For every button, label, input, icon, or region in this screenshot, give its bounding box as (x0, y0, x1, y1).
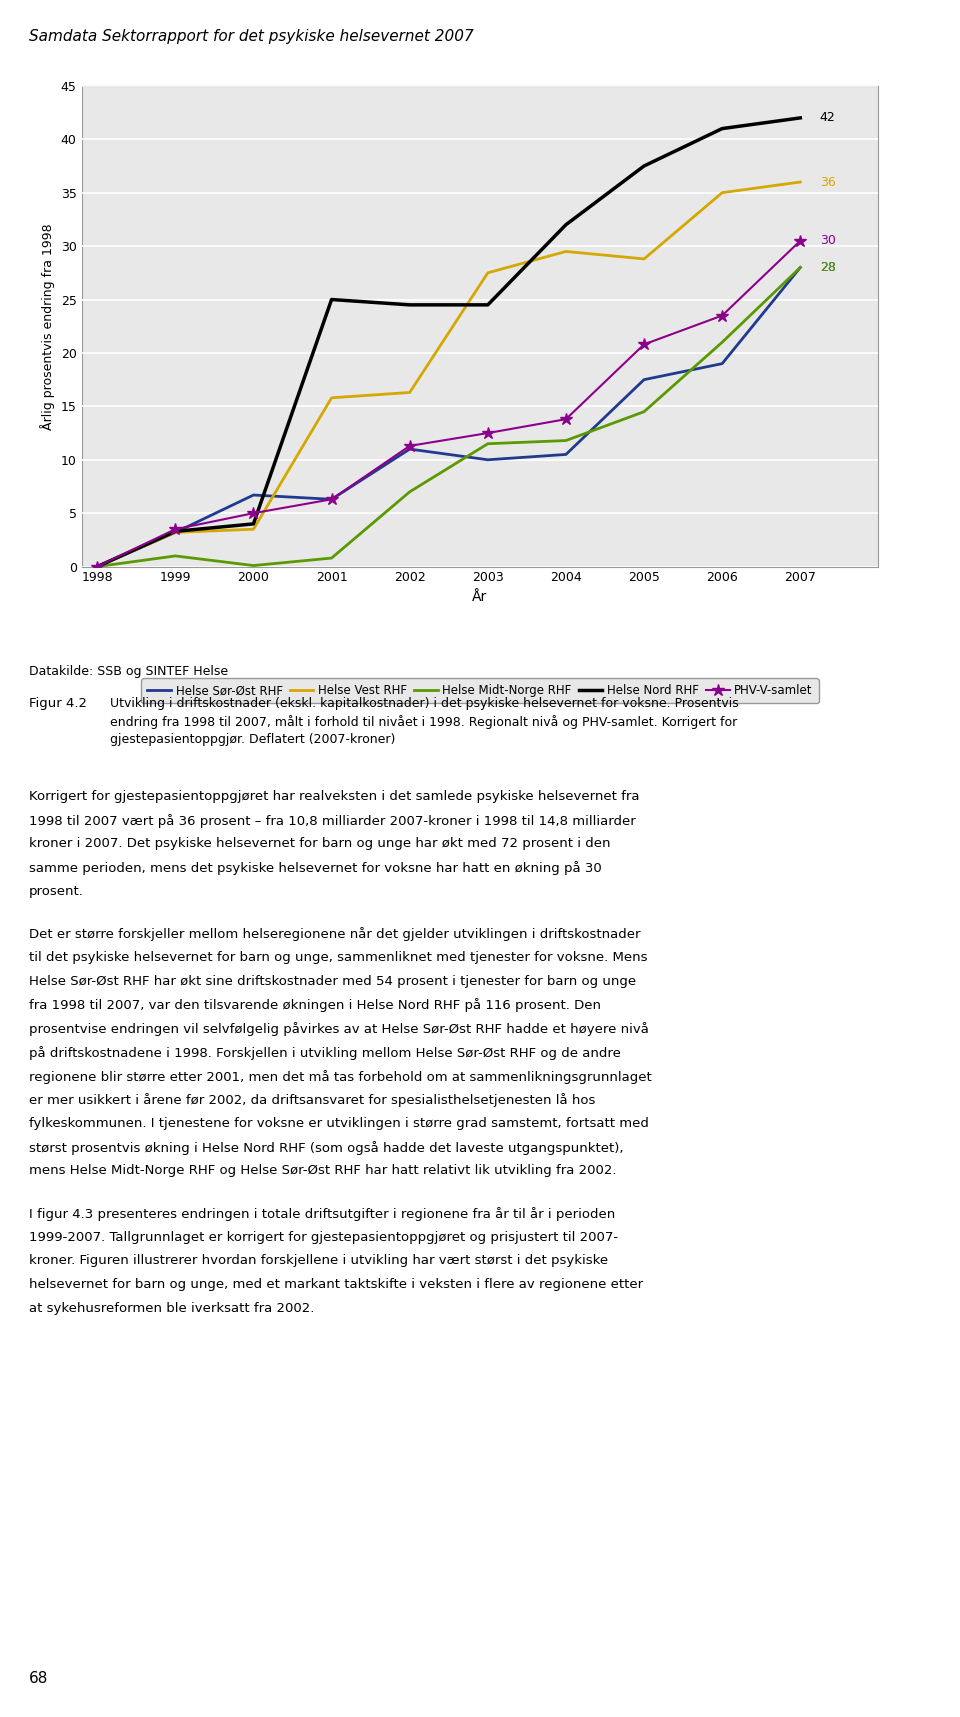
PHV-V-samlet (325, 489, 337, 510)
Text: kroner. Figuren illustrerer hvordan forskjellene i utvikling har vært størst i d: kroner. Figuren illustrerer hvordan fors… (29, 1255, 608, 1267)
Text: 28: 28 (820, 261, 836, 275)
Helse Nord RHF (325, 288, 337, 309)
Text: Datakilde: SSB og SINTEF Helse: Datakilde: SSB og SINTEF Helse (29, 664, 228, 678)
Text: størst prosentvis økning i Helse Nord RHF (som også hadde det laveste utgangspun: størst prosentvis økning i Helse Nord RH… (29, 1140, 623, 1154)
Helse Nord RHF (91, 556, 103, 577)
Text: 36: 36 (820, 175, 835, 189)
PHV-V-samlet (561, 409, 572, 429)
Helse Sør-Øst RHF (404, 440, 416, 460)
Helse Midt-Norge RHF (716, 331, 728, 352)
Helse Vest RHF (638, 249, 650, 270)
PHV-V-samlet (795, 230, 806, 251)
Helse Midt-Norge RHF (170, 546, 181, 567)
Y-axis label: Årlig prosentvis endring fra 1998: Årlig prosentvis endring fra 1998 (40, 223, 56, 429)
Helse Vest RHF (170, 522, 181, 543)
Helse Sør-Øst RHF (325, 489, 337, 510)
Helse Midt-Norge RHF (404, 481, 416, 501)
Text: prosentvise endringen vil selvfølgelig påvirkes av at Helse Sør-Øst RHF hadde et: prosentvise endringen vil selvfølgelig p… (29, 1022, 649, 1035)
Text: til det psykiske helsevernet for barn og unge, sammenliknet med tjenester for vo: til det psykiske helsevernet for barn og… (29, 951, 647, 965)
Helse Midt-Norge RHF (248, 555, 259, 575)
Helse Sør-Øst RHF (795, 258, 806, 278)
Helse Nord RHF (404, 295, 416, 316)
Line: Helse Sør-Øst RHF: Helse Sør-Øst RHF (97, 268, 801, 567)
Line: Helse Nord RHF: Helse Nord RHF (97, 118, 801, 567)
Text: prosent.: prosent. (29, 884, 84, 898)
Line: Helse Midt-Norge RHF: Helse Midt-Norge RHF (97, 268, 801, 567)
Line: PHV-V-samlet: PHV-V-samlet (91, 235, 806, 573)
Text: fylkeskommunen. I tjenestene for voksne er utviklingen i større grad samstemt, f: fylkeskommunen. I tjenestene for voksne … (29, 1118, 649, 1130)
Helse Vest RHF (795, 172, 806, 192)
Helse Midt-Norge RHF (638, 402, 650, 422)
Text: helsevernet for barn og unge, med et markant taktskifte i veksten i flere av reg: helsevernet for barn og unge, med et mar… (29, 1277, 643, 1291)
PHV-V-samlet (482, 422, 493, 443)
Line: Helse Vest RHF: Helse Vest RHF (97, 182, 801, 567)
Helse Midt-Norge RHF (795, 258, 806, 278)
Helse Sør-Øst RHF (248, 484, 259, 505)
Text: Figur 4.2: Figur 4.2 (29, 697, 86, 711)
Helse Nord RHF (170, 520, 181, 541)
Text: 42: 42 (820, 112, 835, 124)
Helse Nord RHF (638, 156, 650, 177)
Text: regionene blir større etter 2001, men det må tas forbehold om at sammenlikningsg: regionene blir større etter 2001, men de… (29, 1070, 652, 1083)
Text: 28: 28 (820, 261, 836, 275)
Text: fra 1998 til 2007, var den tilsvarende økningen i Helse Nord RHF på 116 prosent.: fra 1998 til 2007, var den tilsvarende ø… (29, 999, 601, 1013)
Helse Vest RHF (482, 263, 493, 283)
Helse Vest RHF (404, 383, 416, 403)
Legend: Helse Sør-Øst RHF, Helse Vest RHF, Helse Midt-Norge RHF, Helse Nord RHF, PHV-V-s: Helse Sør-Øst RHF, Helse Vest RHF, Helse… (141, 678, 819, 702)
Helse Vest RHF (248, 519, 259, 539)
Helse Nord RHF (795, 108, 806, 129)
Helse Nord RHF (248, 513, 259, 534)
Helse Midt-Norge RHF (91, 556, 103, 577)
Text: kroner i 2007. Det psykiske helsevernet for barn og unge har økt med 72 prosent : kroner i 2007. Det psykiske helsevernet … (29, 838, 611, 850)
Helse Nord RHF (716, 118, 728, 139)
Text: 30: 30 (820, 234, 836, 247)
Helse Nord RHF (482, 295, 493, 316)
Text: Korrigert for gjestepasientoppgjøret har realveksten i det samlede psykiske hels: Korrigert for gjestepasientoppgjøret har… (29, 790, 639, 804)
Helse Sør-Øst RHF (482, 450, 493, 470)
Helse Midt-Norge RHF (325, 548, 337, 568)
Text: I figur 4.3 presenteres endringen i totale driftsutgifter i regionene fra år til: I figur 4.3 presenteres endringen i tota… (29, 1207, 615, 1221)
Text: Det er større forskjeller mellom helseregionene når det gjelder utviklingen i dr: Det er større forskjeller mellom helsere… (29, 927, 640, 941)
Helse Midt-Norge RHF (561, 431, 572, 452)
Helse Vest RHF (561, 240, 572, 261)
PHV-V-samlet (91, 556, 103, 577)
Text: gjestepasientoppgjør. Deflatert (2007-kroner): gjestepasientoppgjør. Deflatert (2007-kr… (110, 733, 396, 745)
Helse Vest RHF (716, 182, 728, 203)
PHV-V-samlet (716, 306, 728, 326)
Helse Vest RHF (325, 388, 337, 409)
Text: 1998 til 2007 vært på 36 prosent – fra 10,8 milliarder 2007-kroner i 1998 til 14: 1998 til 2007 vært på 36 prosent – fra 1… (29, 814, 636, 828)
Helse Sør-Øst RHF (91, 556, 103, 577)
PHV-V-samlet (638, 335, 650, 355)
Helse Sør-Øst RHF (561, 445, 572, 465)
Text: 68: 68 (29, 1671, 48, 1686)
Text: Utvikling i driftskostnader (ekskl. kapitalkostnader) i det psykiske helsevernet: Utvikling i driftskostnader (ekskl. kapi… (110, 697, 739, 711)
Text: Samdata Sektorrapport for det psykiske helsevernet 2007: Samdata Sektorrapport for det psykiske h… (29, 29, 473, 45)
Helse Sør-Øst RHF (170, 522, 181, 543)
PHV-V-samlet (170, 519, 181, 539)
Text: at sykehusreformen ble iverksatt fra 2002.: at sykehusreformen ble iverksatt fra 200… (29, 1301, 314, 1315)
Text: Helse Sør-Øst RHF har økt sine driftskostnader med 54 prosent i tjenester for ba: Helse Sør-Øst RHF har økt sine driftskos… (29, 975, 636, 987)
PHV-V-samlet (248, 503, 259, 524)
Text: samme perioden, mens det psykiske helsevernet for voksne har hatt en økning på 3: samme perioden, mens det psykiske helsev… (29, 862, 602, 876)
Helse Midt-Norge RHF (482, 433, 493, 453)
Text: 1999-2007. Tallgrunnlaget er korrigert for gjestepasientoppgjøret og prisjustert: 1999-2007. Tallgrunnlaget er korrigert f… (29, 1231, 618, 1243)
Helse Sør-Øst RHF (716, 354, 728, 374)
X-axis label: År: År (472, 591, 488, 604)
PHV-V-samlet (404, 436, 416, 457)
Text: mens Helse Midt-Norge RHF og Helse Sør-Øst RHF har hatt relativt lik utvikling f: mens Helse Midt-Norge RHF og Helse Sør-Ø… (29, 1164, 616, 1178)
Helse Vest RHF (91, 556, 103, 577)
Text: er mer usikkert i årene før 2002, da driftsansvaret for spesialisthelsetjenesten: er mer usikkert i årene før 2002, da dri… (29, 1094, 595, 1107)
Helse Sør-Øst RHF (638, 369, 650, 390)
Text: på driftskostnadene i 1998. Forskjellen i utvikling mellom Helse Sør-Øst RHF og : på driftskostnadene i 1998. Forskjellen … (29, 1046, 621, 1059)
Text: endring fra 1998 til 2007, målt i forhold til nivået i 1998. Regionalt nivå og P: endring fra 1998 til 2007, målt i forhol… (110, 714, 737, 730)
Helse Nord RHF (561, 215, 572, 235)
